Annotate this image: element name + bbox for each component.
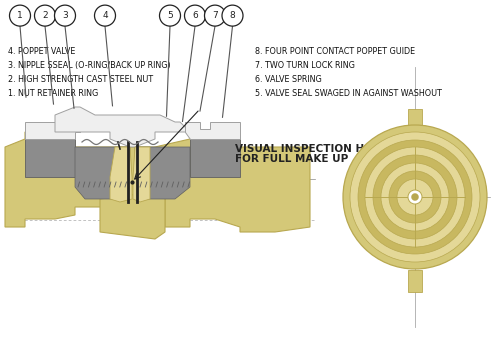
Polygon shape (25, 122, 80, 139)
Text: 3. NIPPLE SSEAL (O-RING/BACK UP RING): 3. NIPPLE SSEAL (O-RING/BACK UP RING) (8, 61, 170, 70)
Polygon shape (135, 147, 190, 199)
Circle shape (160, 5, 180, 26)
Text: 4. POPPET VALVE: 4. POPPET VALVE (8, 47, 76, 56)
Circle shape (10, 5, 30, 26)
Circle shape (412, 194, 418, 201)
FancyBboxPatch shape (408, 270, 422, 292)
Circle shape (358, 140, 472, 254)
Circle shape (54, 5, 76, 26)
Polygon shape (5, 132, 155, 227)
Text: 3: 3 (62, 11, 68, 20)
Polygon shape (155, 132, 310, 232)
Text: 2. HIGH STRENGTH CAST STEEL NUT: 2. HIGH STRENGTH CAST STEEL NUT (8, 75, 153, 84)
Circle shape (389, 171, 441, 223)
Text: 4: 4 (102, 11, 108, 20)
Circle shape (184, 5, 206, 26)
Circle shape (381, 163, 449, 231)
Text: 6. VALVE SPRING: 6. VALVE SPRING (255, 75, 322, 84)
Circle shape (34, 5, 56, 26)
Circle shape (408, 190, 422, 204)
FancyBboxPatch shape (408, 109, 422, 127)
Text: VISUAL INSPECTION HOLE: VISUAL INSPECTION HOLE (235, 144, 387, 154)
Text: 7. TWO TURN LOCK RING: 7. TWO TURN LOCK RING (255, 61, 355, 70)
Text: 1: 1 (17, 11, 23, 20)
Polygon shape (133, 147, 150, 202)
Polygon shape (25, 139, 75, 177)
Text: 2: 2 (42, 11, 48, 20)
Text: 6: 6 (192, 11, 198, 20)
Text: 7: 7 (212, 11, 218, 20)
Text: FOR FULL MAKE UP: FOR FULL MAKE UP (235, 154, 348, 164)
Circle shape (343, 125, 487, 269)
Text: 5. VALVE SEAL SWAGED IN AGAINST WASHOUT: 5. VALVE SEAL SWAGED IN AGAINST WASHOUT (255, 89, 442, 98)
Circle shape (373, 155, 457, 239)
Text: 8. FOUR POINT CONTACT POPPET GUIDE: 8. FOUR POINT CONTACT POPPET GUIDE (255, 47, 415, 56)
Polygon shape (190, 139, 240, 177)
Polygon shape (110, 147, 132, 202)
Polygon shape (100, 192, 165, 239)
Text: 5: 5 (167, 11, 173, 20)
Circle shape (94, 5, 116, 26)
Polygon shape (75, 147, 130, 199)
Circle shape (350, 132, 480, 262)
Polygon shape (55, 107, 190, 147)
Circle shape (222, 5, 243, 26)
Circle shape (397, 179, 433, 215)
Polygon shape (185, 122, 240, 139)
Circle shape (204, 5, 226, 26)
Text: 1. NUT RETAINER RING: 1. NUT RETAINER RING (8, 89, 98, 98)
Text: 8: 8 (230, 11, 235, 20)
Circle shape (365, 147, 465, 247)
